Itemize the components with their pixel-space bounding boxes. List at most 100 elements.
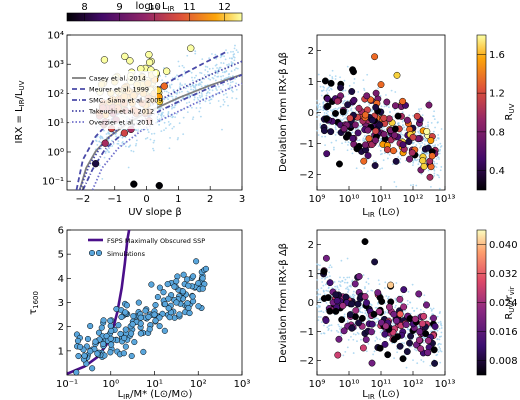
simulation-point bbox=[351, 279, 354, 282]
simulation-point bbox=[440, 327, 443, 329]
simulation-point bbox=[342, 276, 345, 279]
simulation-point bbox=[406, 299, 409, 302]
simulation-point bbox=[344, 89, 347, 92]
simulation-point bbox=[386, 297, 389, 300]
simulation-point bbox=[204, 69, 207, 71]
simulation-point bbox=[216, 89, 218, 92]
simulation-point bbox=[377, 145, 380, 147]
simulation-point bbox=[383, 152, 386, 155]
simulation-point bbox=[317, 299, 320, 302]
simulation-point bbox=[363, 89, 366, 92]
galaxy-point bbox=[350, 96, 358, 104]
simulation-point bbox=[405, 337, 407, 340]
simulation-point bbox=[427, 152, 429, 155]
galaxy-point bbox=[419, 157, 427, 165]
simulation-point bbox=[195, 107, 198, 109]
simulation-point bbox=[438, 158, 440, 160]
galaxy-point bbox=[361, 141, 369, 149]
simulation-point bbox=[383, 105, 386, 108]
simulation-point bbox=[377, 87, 379, 90]
simulation-point bbox=[339, 328, 341, 330]
simulation-point bbox=[205, 92, 208, 95]
simulation-point bbox=[216, 75, 219, 78]
simulation-point bbox=[395, 301, 398, 303]
panel-tau-sfe-xlabel: LIR/M* (L⊙/M⊙) bbox=[118, 389, 193, 400]
simulation-point bbox=[219, 66, 222, 69]
simulation-point bbox=[235, 49, 238, 52]
simulation-point bbox=[334, 133, 337, 136]
galaxy-point bbox=[322, 317, 330, 324]
simulation-point bbox=[220, 62, 223, 64]
simulation-point bbox=[100, 317, 107, 324]
simulation-point bbox=[347, 338, 350, 341]
colorbar-ruv bbox=[476, 34, 487, 191]
simulation-point bbox=[383, 287, 386, 289]
simulation-point bbox=[436, 173, 439, 176]
galaxy-point bbox=[354, 129, 362, 137]
simulation-point bbox=[319, 310, 322, 313]
simulation-point bbox=[339, 281, 342, 283]
simulation-point bbox=[353, 82, 355, 84]
simulation-point bbox=[375, 336, 378, 339]
panel-deviation-rsuv-ticks: 10⁹ 10¹⁰ 10¹¹ 10¹² 10¹³ −2 −1 0 1 2 bbox=[299, 46, 455, 205]
galaxy-point bbox=[377, 81, 385, 89]
galaxy-point bbox=[427, 137, 435, 144]
simulation-point bbox=[195, 74, 197, 77]
simulation-point bbox=[328, 271, 331, 274]
simulation-point bbox=[178, 65, 181, 68]
y-tick-label: 10⁰ bbox=[47, 147, 64, 158]
panel-irx-beta-xlabel: UV slope β bbox=[128, 207, 182, 218]
colorbar-tick-label: 11 bbox=[183, 2, 196, 13]
simulation-point bbox=[181, 90, 183, 93]
simulation-point bbox=[107, 139, 110, 141]
simulation-point bbox=[409, 184, 412, 187]
galaxy-point bbox=[187, 44, 195, 52]
simulation-point bbox=[362, 137, 365, 140]
simulation-point bbox=[226, 51, 229, 54]
simulation-point bbox=[381, 167, 384, 170]
simulation-point bbox=[316, 305, 319, 308]
simulation-point bbox=[163, 129, 165, 132]
simulation-point bbox=[200, 92, 203, 95]
galaxy-point bbox=[426, 173, 434, 181]
legend-label: Overzier et al. 2011 bbox=[89, 118, 154, 126]
simulation-point bbox=[430, 185, 432, 188]
simulation-point bbox=[431, 313, 434, 316]
simulation-point bbox=[152, 302, 159, 309]
y-tick-label: 1 bbox=[308, 269, 314, 280]
simulation-point bbox=[148, 281, 155, 288]
simulation-point bbox=[215, 87, 217, 90]
simulation-point bbox=[167, 120, 170, 123]
colorbar-lir-ticks: 8 9 10 11 12 bbox=[81, 2, 231, 21]
simulation-point bbox=[174, 116, 177, 118]
simulation-point bbox=[135, 299, 142, 306]
simulation-point bbox=[332, 109, 334, 111]
simulation-point bbox=[160, 116, 163, 118]
simulation-point bbox=[317, 319, 320, 322]
simulation-point bbox=[131, 338, 138, 346]
simulation-point bbox=[391, 163, 394, 166]
simulation-point bbox=[415, 144, 418, 146]
galaxy-point bbox=[384, 351, 392, 359]
simulation-point bbox=[375, 317, 378, 320]
simulation-point bbox=[115, 135, 118, 138]
simulation-point bbox=[179, 83, 182, 86]
y-tick-label: −1 bbox=[299, 139, 314, 150]
simulation-point bbox=[233, 56, 236, 59]
simulation-point bbox=[185, 102, 188, 104]
simulation-point bbox=[172, 106, 175, 109]
legend-label: Takeuchi et al. 2012 bbox=[88, 107, 154, 115]
fsps-ssp-line bbox=[66, 229, 131, 375]
simulation-point bbox=[409, 301, 412, 304]
simulation-point bbox=[327, 110, 329, 113]
simulation-point bbox=[321, 277, 323, 280]
galaxy-point bbox=[406, 339, 413, 347]
simulation-point bbox=[235, 97, 238, 100]
simulation-point bbox=[327, 327, 330, 330]
simulation-point bbox=[98, 140, 101, 143]
simulation-point bbox=[424, 125, 427, 128]
galaxy-point bbox=[376, 344, 384, 352]
simulation-point bbox=[433, 160, 436, 163]
simulation-point bbox=[230, 89, 233, 92]
galaxy-point bbox=[400, 303, 408, 311]
